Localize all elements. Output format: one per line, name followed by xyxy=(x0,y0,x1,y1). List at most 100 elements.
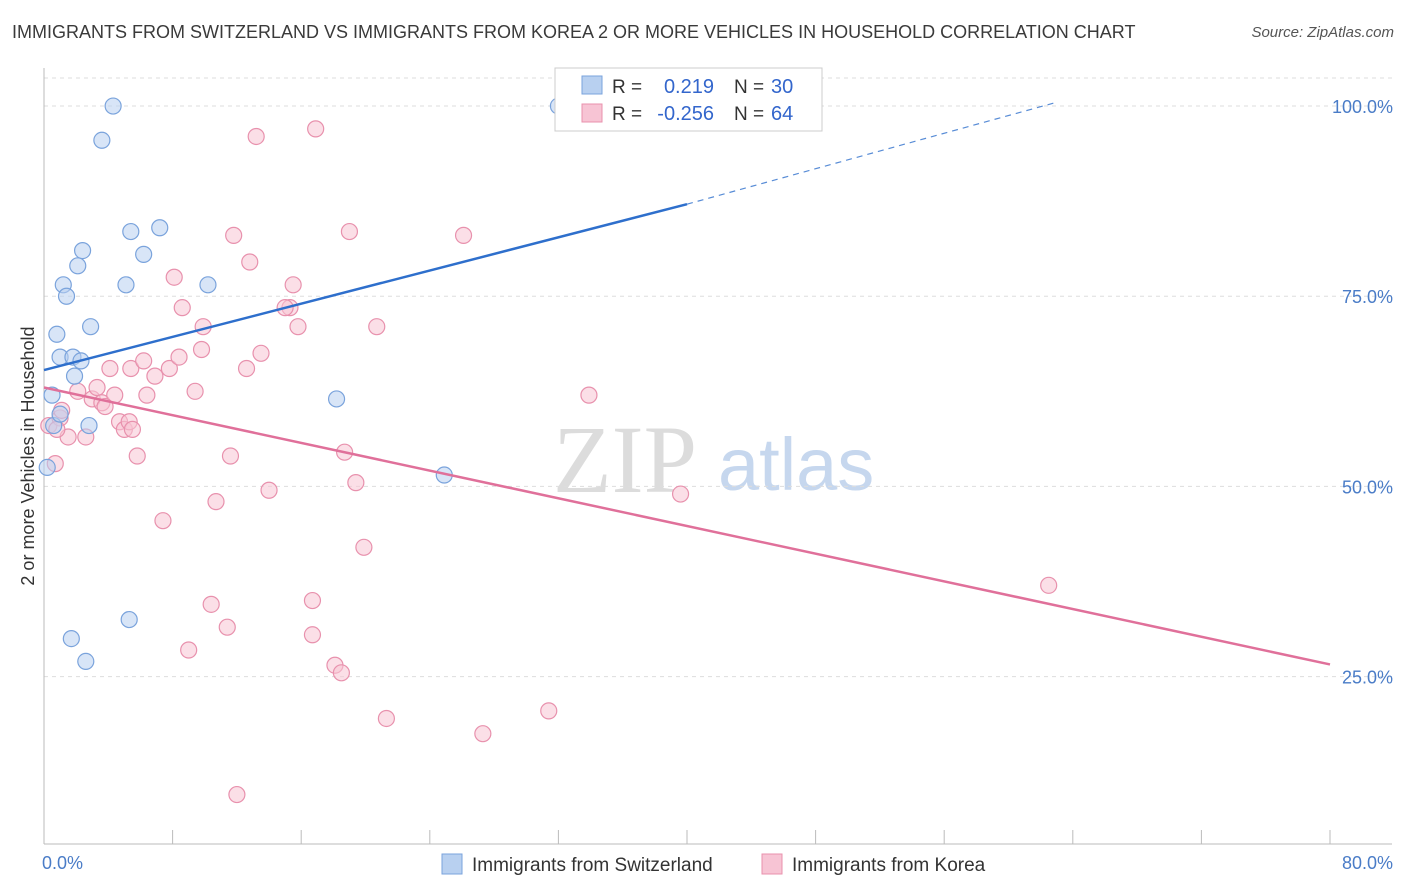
switzerland-points xyxy=(38,97,568,671)
korea-point-57 xyxy=(580,386,598,404)
korea-point-45 xyxy=(307,120,325,138)
legend-swatch-switzerland xyxy=(441,853,463,875)
switzerland-point-19 xyxy=(120,610,138,629)
stats-legend: R = 0.219 N = 30 R = -0.256 N = 64 xyxy=(554,67,823,132)
stats-n-label-switzerland: N = xyxy=(734,77,764,98)
korea-point-25 xyxy=(180,641,198,659)
korea-point-26 xyxy=(186,382,204,400)
y-axis-title: 2 or more Vehicles in Household xyxy=(18,326,38,585)
switzerland-point-27 xyxy=(62,629,80,648)
y-tick-label-100: 100.0% xyxy=(1332,97,1393,117)
switzerland-point-20 xyxy=(122,222,140,241)
legend-label-switzerland: Immigrants from Switzerland xyxy=(472,855,713,876)
switzerland-trend-extension xyxy=(686,101,1057,205)
korea-point-22 xyxy=(165,268,183,286)
switzerland-point-4 xyxy=(51,405,69,423)
switzerland-point-12 xyxy=(73,241,92,260)
trend-lines xyxy=(43,101,1331,666)
korea-trend-line xyxy=(43,386,1331,666)
korea-point-8 xyxy=(88,378,106,397)
switzerland-point-24 xyxy=(327,390,346,408)
switzerland-point-0 xyxy=(38,458,56,477)
x-tick-label-min: 0.0% xyxy=(42,853,83,873)
korea-point-60 xyxy=(123,420,142,438)
switzerland-point-18 xyxy=(117,276,135,294)
korea-point-47 xyxy=(332,664,350,682)
switzerland-point-7 xyxy=(57,287,76,305)
switzerland-point-17 xyxy=(104,97,122,115)
korea-point-59 xyxy=(1040,576,1058,594)
korea-point-58 xyxy=(671,485,690,503)
korea-point-37 xyxy=(247,127,265,146)
korea-point-41 xyxy=(284,276,302,294)
switzerland-point-23 xyxy=(199,276,217,294)
korea-point-44 xyxy=(303,626,322,644)
korea-points xyxy=(40,120,1058,804)
stats-r-value-korea: -0.256 xyxy=(657,103,714,125)
source-label: Source: ZipAtlas.com xyxy=(1251,24,1394,41)
switzerland-point-16 xyxy=(93,131,111,149)
switzerland-point-15 xyxy=(82,318,100,336)
watermark-atlas: atlas xyxy=(718,423,874,506)
korea-point-20 xyxy=(154,512,172,530)
korea-point-23 xyxy=(170,348,188,366)
switzerland-point-10 xyxy=(69,257,87,275)
stats-n-label-korea: N = xyxy=(734,104,764,125)
switzerland-point-14 xyxy=(80,416,98,435)
korea-point-39 xyxy=(260,481,278,499)
switzerland-point-9 xyxy=(65,367,84,385)
korea-point-30 xyxy=(207,493,225,511)
stats-r-label-korea: R = xyxy=(612,104,642,125)
korea-point-38 xyxy=(252,344,270,362)
korea-point-53 xyxy=(377,709,395,728)
legend-label-korea: Immigrants from Korea xyxy=(792,855,986,876)
korea-point-16 xyxy=(128,447,146,465)
switzerland-point-13 xyxy=(77,652,95,671)
switzerland-point-22 xyxy=(151,219,169,237)
korea-point-51 xyxy=(355,538,373,556)
y-tick-label-50: 50.0% xyxy=(1342,477,1393,497)
y-tick-label-25: 25.0% xyxy=(1342,668,1393,688)
korea-point-36 xyxy=(241,253,259,271)
gridlines xyxy=(44,77,1392,678)
korea-point-50 xyxy=(347,474,365,492)
x-tick-label-max: 80.0% xyxy=(1342,853,1393,873)
korea-point-49 xyxy=(340,222,359,241)
switzerland-point-21 xyxy=(135,245,153,263)
korea-point-56 xyxy=(540,702,558,720)
korea-point-35 xyxy=(237,359,256,378)
stats-n-value-korea: 64 xyxy=(771,103,793,125)
korea-point-24 xyxy=(173,299,191,317)
axes xyxy=(43,68,1392,845)
stats-swatch-korea xyxy=(581,103,603,123)
korea-point-18 xyxy=(138,386,156,404)
korea-point-42 xyxy=(289,318,307,336)
korea-point-32 xyxy=(221,447,240,465)
stats-n-value-switzerland: 30 xyxy=(771,76,793,98)
x-ticks xyxy=(43,830,1331,844)
korea-point-15 xyxy=(122,359,140,378)
korea-point-27 xyxy=(192,340,211,359)
korea-point-33 xyxy=(225,226,243,244)
switzerland-point-3 xyxy=(48,325,66,343)
korea-point-55 xyxy=(474,725,492,743)
korea-point-31 xyxy=(218,618,236,636)
switzerland-trend-line xyxy=(43,202,688,372)
korea-point-43 xyxy=(303,591,322,610)
y-tick-label-75: 75.0% xyxy=(1342,287,1393,307)
legend-swatch-korea xyxy=(761,853,783,875)
korea-point-17 xyxy=(135,352,153,370)
chart-title: IMMIGRANTS FROM SWITZERLAND VS IMMIGRANT… xyxy=(12,22,1136,42)
korea-point-10 xyxy=(101,359,119,378)
korea-point-54 xyxy=(454,226,473,244)
korea-point-34 xyxy=(228,785,246,804)
korea-point-52 xyxy=(368,318,386,336)
stats-swatch-switzerland xyxy=(581,75,603,95)
stats-r-value-switzerland: 0.219 xyxy=(664,76,714,98)
y-tick-labels: 25.0% 50.0% 75.0% 100.0% xyxy=(1332,97,1393,688)
korea-point-21 xyxy=(160,359,178,378)
series-legend: Immigrants from Switzerland Immigrants f… xyxy=(441,853,986,876)
korea-point-29 xyxy=(202,595,220,613)
korea-point-19 xyxy=(146,367,164,385)
